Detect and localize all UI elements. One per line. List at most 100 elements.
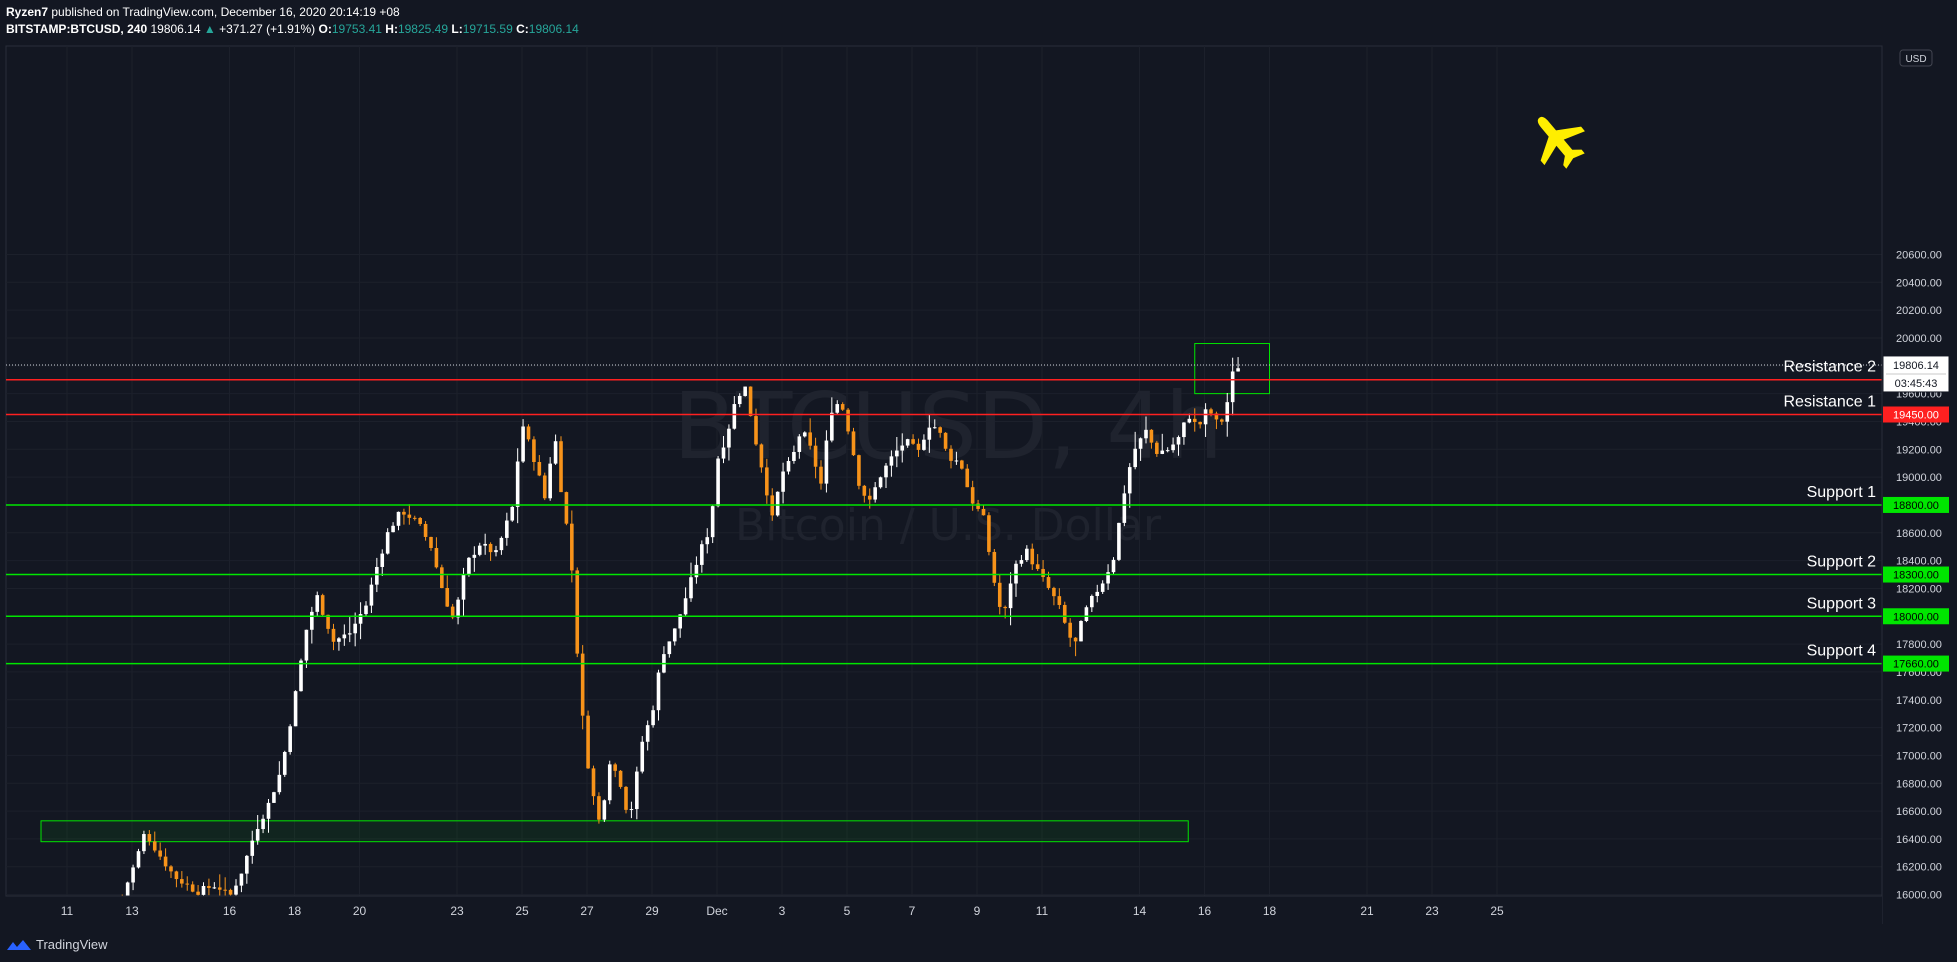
support-price-badge-label: 18000.00 (1893, 611, 1939, 623)
candle-body (987, 515, 991, 552)
support-price-badge (1883, 496, 1949, 513)
candle-body (136, 851, 141, 868)
candle-body (737, 395, 742, 405)
candle-body (234, 885, 238, 895)
date-tick-label: 25 (515, 904, 529, 918)
candle-body (494, 550, 498, 553)
candle-body (1035, 564, 1040, 569)
tradingview-logo-icon[interactable] (6, 938, 32, 952)
candle-body (1160, 450, 1165, 454)
candle-body (580, 653, 585, 716)
candle-body (1133, 448, 1137, 468)
candle-body (943, 432, 948, 449)
resistance-price-badge-label: 19450.00 (1893, 410, 1939, 422)
candle-body (201, 885, 206, 895)
price-tick-label: 16600.00 (1896, 806, 1942, 818)
candle-body (629, 809, 634, 811)
watermark-subtitle: Bitcoin / U.S. Dollar (735, 500, 1162, 551)
publish-date: published on TradingView.com, December 1… (51, 5, 400, 19)
candle-body (1122, 493, 1127, 523)
demand-zone-rect[interactable] (40, 820, 1189, 843)
price-axis[interactable] (1882, 46, 1957, 896)
candle-body (1095, 591, 1100, 596)
date-tick-label: 21 (1360, 904, 1374, 918)
candle-body (1062, 604, 1067, 623)
candle-body (391, 525, 395, 533)
candle-body (1138, 438, 1143, 449)
candle-body (1106, 572, 1110, 584)
candle-body (548, 463, 552, 499)
candle-body (326, 614, 330, 629)
resistance-label: Resistance 1 (1784, 394, 1877, 411)
candle-body (553, 441, 558, 464)
price-change: +371.27 (+1.91%) (219, 22, 316, 36)
candle-body (353, 623, 357, 634)
brand-name[interactable]: TradingView (36, 937, 108, 952)
candle-body (261, 818, 265, 830)
candle-body (564, 492, 569, 524)
candle-body (521, 426, 525, 462)
candle-body (423, 523, 428, 537)
candle-body (1084, 607, 1089, 621)
candle-body (1008, 583, 1013, 609)
last-price-badge-label: 19806.14 (1893, 360, 1939, 372)
candle-body (510, 506, 515, 521)
price-tick-label: 20200.00 (1896, 305, 1942, 317)
support-label: Support 3 (1807, 595, 1876, 612)
candle-body (337, 638, 341, 642)
price-tick-label: 17400.00 (1896, 695, 1942, 707)
candle-body (207, 885, 211, 889)
candle-body (786, 461, 791, 472)
currency-button[interactable]: USD (1899, 49, 1933, 67)
candle-body (656, 672, 661, 711)
date-tick-label: 5 (844, 904, 851, 918)
candle-body (927, 427, 932, 440)
candle-body (163, 856, 168, 867)
candle-body (689, 577, 693, 599)
candle-body (586, 715, 590, 769)
candle-body (429, 536, 433, 548)
candle-body (575, 570, 580, 654)
candle-body (310, 611, 314, 630)
candle-body (1073, 637, 1078, 642)
price-tick-label: 17200.00 (1896, 723, 1942, 735)
candle-body (732, 404, 737, 429)
candles (120, 357, 1240, 897)
candle-body (932, 427, 937, 429)
price-tick-label: 17000.00 (1896, 750, 1942, 762)
candle-body (147, 834, 152, 842)
candle-body (364, 605, 368, 615)
candle-body (867, 495, 872, 500)
candle-body (700, 544, 704, 565)
candle-body (1144, 429, 1148, 439)
candle-body (765, 467, 769, 496)
horizontal-levels[interactable]: Resistance 2 Resistance 1 Support 1 Support… (6, 359, 1882, 665)
candle-body (1236, 368, 1240, 372)
last-price: 19806.14 (150, 22, 201, 36)
candle-body (716, 458, 720, 507)
candle-body (1030, 548, 1035, 565)
chart-pane[interactable] (5, 45, 1883, 897)
candle-body (477, 545, 482, 555)
candle-body (672, 628, 677, 642)
symbol-name[interactable]: BITSTAMP:BTCUSD, 240 (6, 22, 148, 36)
candle-body (505, 520, 509, 538)
drawings[interactable] (40, 343, 1270, 843)
candle-body (196, 891, 200, 895)
publisher-name[interactable]: Ryzen7 (6, 5, 49, 19)
currency-label: USD (1905, 54, 1926, 65)
candle-body (824, 440, 829, 484)
candle-body (347, 633, 352, 635)
candle-body (456, 599, 460, 618)
candle-body (1003, 606, 1007, 609)
candle-body (813, 445, 818, 467)
candle-body (515, 461, 520, 507)
date-tick-label: 29 (645, 904, 659, 918)
date-tick-label: 25 (1490, 904, 1504, 918)
candle-body (331, 628, 336, 642)
candle-body (911, 439, 915, 444)
time-axis[interactable] (6, 896, 1882, 924)
candle-body (369, 584, 374, 606)
candle-body (743, 386, 747, 396)
